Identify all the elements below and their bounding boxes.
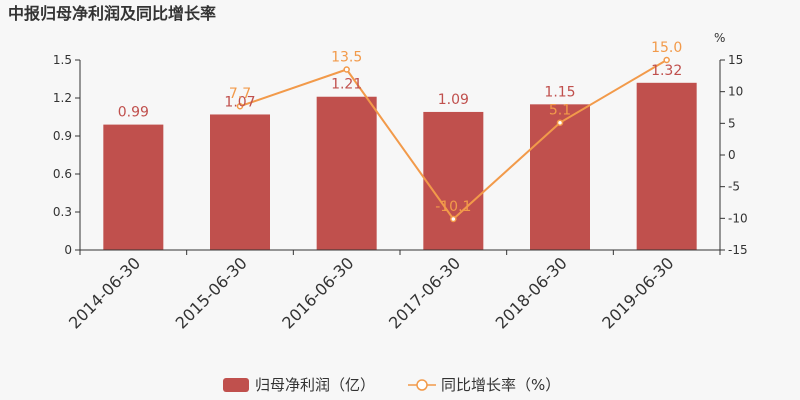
growth-point <box>450 215 457 223</box>
y-right-unit: % <box>714 31 725 45</box>
y-left-tick-label: 1.2 <box>53 91 72 105</box>
legend-line-label: 同比增长率（%） <box>441 376 560 394</box>
y-left-tick-label: 0.6 <box>53 167 72 181</box>
legend-line-marker <box>416 379 428 391</box>
line-value-label: 15.0 <box>651 40 682 56</box>
y-right-tick-label: -15 <box>728 243 748 257</box>
legend-bar-label: 归母净利润（亿） <box>255 376 375 394</box>
bar-value-label: 0.99 <box>118 105 149 121</box>
x-tick-label: 2014-06-30 <box>65 253 144 332</box>
growth-point <box>663 56 670 64</box>
line-value-label: 7.7 <box>229 86 251 102</box>
bar-value-label: 1.21 <box>331 77 362 93</box>
line-value-label: 13.5 <box>331 50 362 66</box>
bar-value-label: 1.09 <box>438 92 469 108</box>
bar-2018-06-30 <box>530 104 590 250</box>
line-layer <box>236 56 670 223</box>
y-right-tick-label: -5 <box>728 180 740 194</box>
y-right-tick-label: 5 <box>728 116 736 130</box>
x-tick-label: 2018-06-30 <box>492 253 571 332</box>
bars-layer <box>103 82 697 250</box>
y-left-tick-label: 0 <box>64 243 72 257</box>
chart-title: 中报归母净利润及同比增长率 <box>8 4 216 23</box>
line-value-label: -10.1 <box>435 199 471 215</box>
y-right-tick-label: 0 <box>728 148 736 162</box>
bar-2015-06-30 <box>210 114 270 250</box>
growth-point <box>556 119 564 126</box>
legend-bar-swatch <box>223 378 249 392</box>
y-left-tick-label: 0.3 <box>53 205 72 219</box>
y-left-tick-label: 0.9 <box>53 129 72 143</box>
bar-2017-06-30 <box>423 111 484 250</box>
bar-value-label: 1.07 <box>224 94 255 110</box>
labels-layer: 0.99 1.07 1.21 1.09 1.15 1.32 7.7 13.5 -10.1 5.1 1… <box>118 40 683 215</box>
x-tick-label: 2016-06-30 <box>278 253 357 332</box>
x-tick-label: 2017-06-30 <box>385 253 464 332</box>
x-tick-label: 2015-06-30 <box>172 253 251 332</box>
y-right-tick-label: -10 <box>728 211 748 225</box>
y-right-tick-label: 10 <box>728 85 743 99</box>
legend: 归母净利润（亿） 同比增长率（%） <box>223 376 560 394</box>
bar-value-label: 1.32 <box>651 63 682 79</box>
x-tick-label: 2019-06-30 <box>598 253 677 332</box>
growth-point <box>343 66 350 73</box>
bar-value-label: 1.15 <box>544 84 575 100</box>
line-value-label: 5.1 <box>549 103 571 119</box>
bar-2014-06-30 <box>103 124 164 250</box>
y-right-tick-label: 15 <box>728 53 743 67</box>
growth-point <box>236 102 244 110</box>
bar-2016-06-30 <box>316 96 377 250</box>
bar-2019-06-30 <box>636 82 697 250</box>
y-left-tick-label: 1.5 <box>53 53 72 67</box>
